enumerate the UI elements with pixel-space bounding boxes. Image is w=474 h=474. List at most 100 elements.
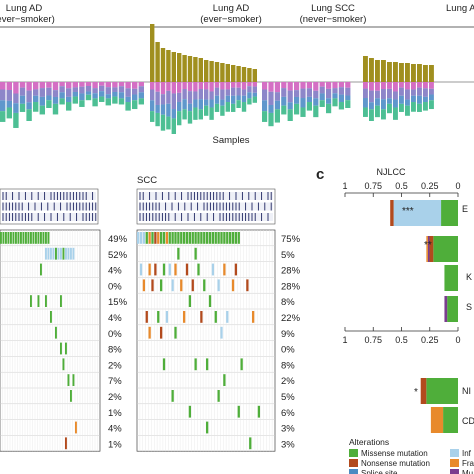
signature-bar-segment	[369, 102, 374, 110]
signature-bar-segment	[92, 82, 98, 89]
burden-bar	[387, 62, 392, 82]
alteration-cell	[62, 247, 65, 260]
oncoprint-panel: SCC 49% 52% 4% 0% 15% 4% 0% 8% 2% 7% 2% 1% 4% 1% 75% 5…	[0, 175, 301, 452]
burden-bar	[247, 68, 252, 82]
signature-bar-segment	[423, 96, 428, 103]
right-percentages: 75% 5% 28% 28% 8% 22% 9% 0% 8% 2% 5% 6% 3% 3%	[281, 234, 301, 450]
signature-bar-segment	[411, 102, 416, 112]
alteration-cell	[55, 247, 57, 260]
signature-bar-segment	[294, 90, 300, 97]
signature-bar-segment	[66, 88, 72, 97]
signature-bar-segment	[220, 99, 225, 106]
signature-bar-segment	[177, 92, 182, 102]
signature-bar-segment	[236, 100, 241, 108]
alteration-cell	[191, 232, 194, 244]
signature-bar-segment	[338, 87, 344, 95]
left-percentage: 15%	[108, 297, 128, 308]
signature-bar-segment	[177, 111, 182, 126]
alteration-cell	[200, 232, 203, 244]
alteration-cell	[203, 232, 206, 244]
alteration-cell	[157, 232, 160, 244]
alteration-cell	[185, 232, 189, 244]
header-band	[2, 202, 96, 211]
alteration-cell	[206, 232, 209, 244]
signature-bar-segment	[281, 105, 287, 115]
signature-bar-segment	[319, 86, 325, 94]
left-percentage: 0%	[108, 281, 122, 292]
alteration-cell	[50, 247, 52, 260]
signature-bar-segment	[241, 82, 247, 90]
signature-bar-segment	[182, 89, 187, 100]
right-percentage: 2%	[281, 376, 295, 387]
signature-bar-segment	[375, 82, 380, 91]
signature-bar-segment	[252, 86, 257, 93]
alteration-cell	[65, 437, 67, 450]
alteration-cell	[10, 232, 12, 244]
alteration-cell	[145, 232, 148, 244]
signature-bar-segment	[332, 82, 338, 89]
alteration-cell	[174, 263, 177, 276]
signature-bar-segment	[85, 86, 92, 92]
gene-label-cd: CD	[462, 416, 474, 426]
signature-bar-segment	[274, 92, 280, 101]
fraction-bar-segment	[441, 200, 458, 226]
burden-bar	[393, 62, 398, 82]
signature-bar-segment	[6, 107, 12, 119]
signature-bar-segment	[405, 82, 410, 90]
signature-bar-segment	[26, 90, 32, 103]
signature-bar-segment	[369, 109, 374, 121]
scc-label: SCC	[137, 175, 157, 186]
alteration-cell	[168, 232, 171, 244]
right-percentage: 5%	[281, 250, 295, 261]
panel-c-axis-top: 1 0.75 0.5 0.25 0	[342, 181, 461, 197]
left-percentage: 2%	[108, 360, 122, 371]
burden-bar	[225, 64, 230, 82]
top-mutation-panel: Lung AD (ever−smoker) Lung AD (ever−smok…	[0, 3, 474, 146]
signature-bar-segment	[345, 87, 351, 96]
signature-bar-segment	[429, 82, 434, 89]
burden-bar	[252, 69, 257, 82]
signature-bar-segment	[182, 82, 187, 90]
signature-bar-segment	[268, 91, 274, 105]
signature-bar-segment	[338, 102, 344, 110]
burden-bar	[150, 24, 155, 82]
alteration-cell	[231, 279, 235, 292]
signature-bar-segment	[132, 94, 138, 101]
fraction-bar-segment	[433, 236, 458, 262]
burden-bar	[429, 65, 434, 82]
right-percentage: 8%	[281, 297, 295, 308]
signature-bar-segment	[193, 91, 198, 100]
alteration-cell	[197, 263, 200, 276]
signature-bar-segment	[417, 82, 422, 88]
left-percentage: 2%	[108, 392, 122, 403]
signature-bar-segment	[0, 89, 6, 101]
alteration-cell	[162, 358, 166, 371]
legend-label: Mu	[462, 469, 473, 474]
signature-bar-segment	[33, 89, 39, 96]
panel-c-title: NJLCC	[376, 167, 406, 177]
top-bars	[0, 24, 434, 134]
signature-bar-segment	[171, 93, 176, 110]
legend-swatch	[349, 469, 358, 474]
legend-label: Splice site	[361, 469, 398, 474]
alteration-cell	[70, 390, 72, 402]
alteration-cell	[137, 232, 140, 244]
signature-bar-segment	[155, 82, 160, 92]
burden-bar	[375, 60, 380, 82]
signature-bar-segment	[198, 89, 203, 100]
signature-bar-segment	[150, 111, 155, 122]
signature-bar-segment	[399, 87, 404, 96]
alteration-cell	[194, 358, 197, 371]
signature-bar-segment	[399, 103, 404, 112]
oncoprint-left	[0, 229, 101, 452]
axis-tick-label: 0.25	[421, 181, 439, 191]
alteration-cell	[42, 232, 45, 244]
alteration-cell	[37, 295, 40, 307]
signature-bar-segment	[313, 105, 319, 118]
alteration-cell	[183, 311, 186, 323]
alteration-cell	[240, 358, 243, 371]
alteration-cell	[223, 232, 226, 244]
signature-bar-segment	[46, 95, 52, 101]
alteration-cell	[50, 311, 52, 323]
signature-bar-segment	[13, 103, 19, 113]
